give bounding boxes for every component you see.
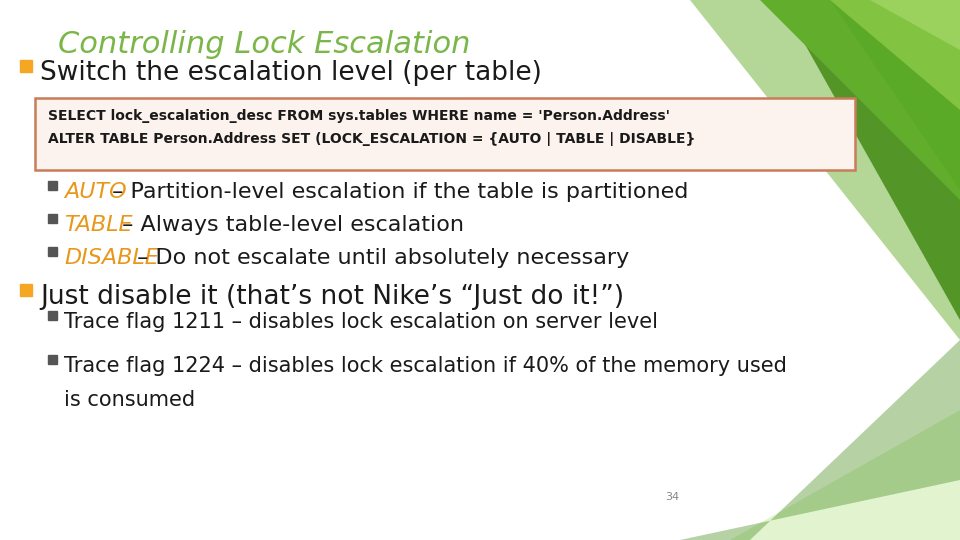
Text: – Do not escalate until absolutely necessary: – Do not escalate until absolutely neces… xyxy=(130,248,629,268)
Polygon shape xyxy=(760,0,960,200)
Text: 34: 34 xyxy=(665,492,679,502)
Polygon shape xyxy=(870,0,960,50)
Bar xyxy=(20,284,32,296)
Bar xyxy=(48,355,57,364)
Bar xyxy=(20,60,32,72)
Text: Trace flag 1224 – disables lock escalation if 40% of the memory used: Trace flag 1224 – disables lock escalati… xyxy=(64,356,787,376)
Polygon shape xyxy=(830,0,960,110)
Text: SELECT lock_escalation_desc FROM sys.tables WHERE name = 'Person.Address': SELECT lock_escalation_desc FROM sys.tab… xyxy=(48,109,670,123)
Text: Controlling Lock Escalation: Controlling Lock Escalation xyxy=(58,30,470,59)
Bar xyxy=(48,311,57,320)
Polygon shape xyxy=(680,340,960,540)
Text: TABLE: TABLE xyxy=(64,215,132,235)
Text: is consumed: is consumed xyxy=(64,390,195,410)
Text: Switch the escalation level (per table): Switch the escalation level (per table) xyxy=(40,60,541,86)
Polygon shape xyxy=(670,0,960,320)
Text: – Always table-level escalation: – Always table-level escalation xyxy=(115,215,464,235)
Bar xyxy=(48,214,57,223)
Text: Just disable it (that’s not Nike’s “Just do it!”): Just disable it (that’s not Nike’s “Just… xyxy=(40,284,624,310)
Text: ALTER TABLE Person.Address SET (LOCK_ESCALATION = {AUTO | TABLE | DISABLE}: ALTER TABLE Person.Address SET (LOCK_ESC… xyxy=(48,132,695,146)
Text: – Partition-level escalation if the table is partitioned: – Partition-level escalation if the tabl… xyxy=(105,182,688,202)
Text: AUTO: AUTO xyxy=(64,182,127,202)
Bar xyxy=(48,247,57,256)
Polygon shape xyxy=(730,410,960,540)
Text: Trace flag 1211 – disables lock escalation on server level: Trace flag 1211 – disables lock escalati… xyxy=(64,312,658,332)
Polygon shape xyxy=(690,0,960,340)
Text: DISABLE: DISABLE xyxy=(64,248,158,268)
Bar xyxy=(48,181,57,190)
FancyBboxPatch shape xyxy=(35,98,855,170)
